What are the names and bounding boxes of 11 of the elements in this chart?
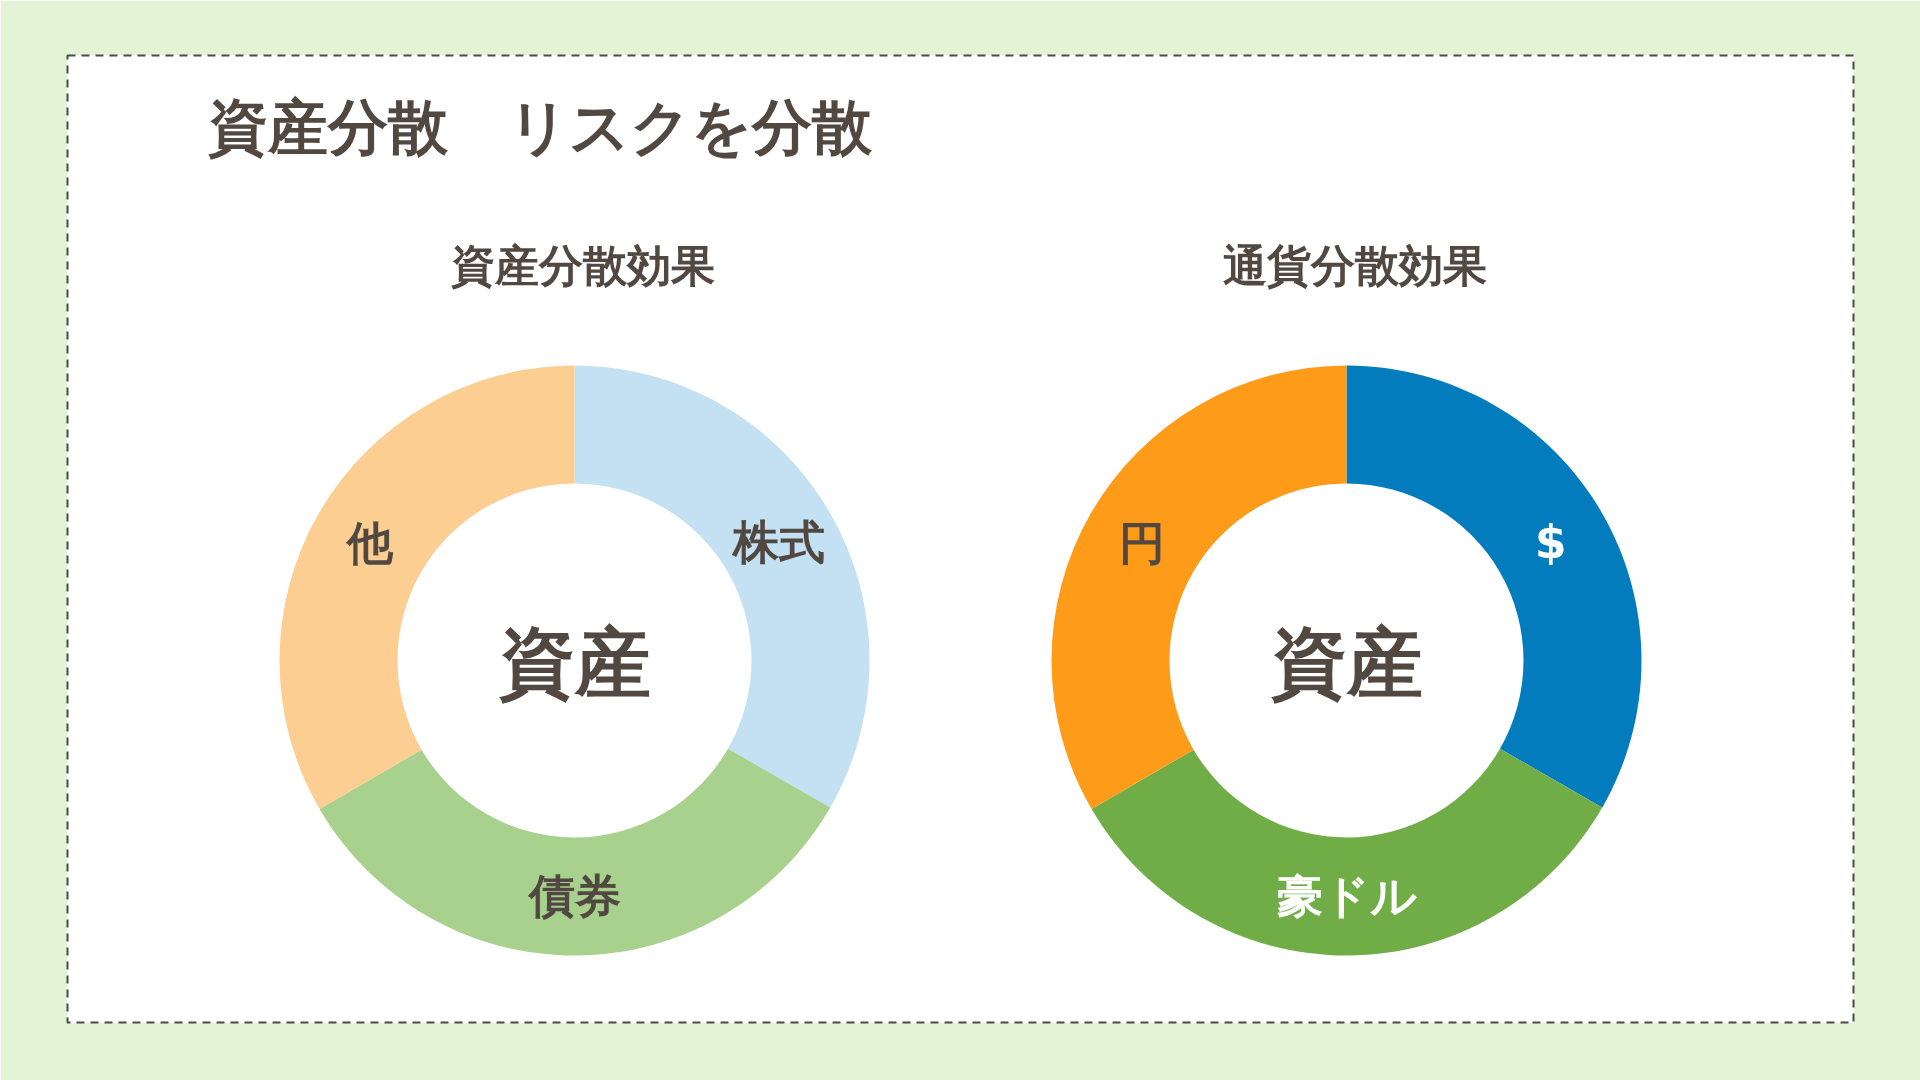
slice-label: 債券 (527, 869, 622, 924)
slice-label: 豪ドル (1277, 869, 1418, 924)
text: 資産 (1270, 618, 1423, 707)
slice-label: 他 (344, 515, 394, 570)
text: 資産 (498, 618, 651, 707)
slice-label: 株式 (730, 515, 825, 570)
chart-title: 資産分散効果 (450, 240, 715, 291)
text: 資産分散 リスクを分散 (207, 91, 873, 162)
slice-label: $ (1534, 515, 1567, 570)
chart-title: 通貨分散効果 (1222, 240, 1487, 291)
slice-label: 円 (1118, 515, 1165, 570)
